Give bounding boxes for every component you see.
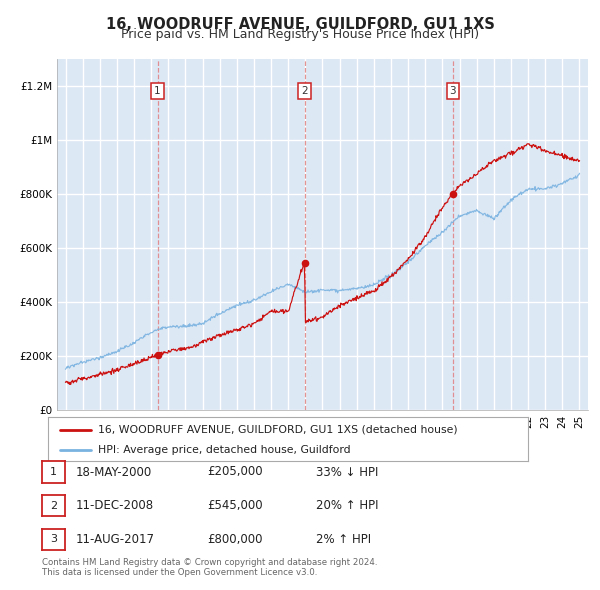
Text: £205,000: £205,000 xyxy=(208,466,263,478)
Text: 16, WOODRUFF AVENUE, GUILDFORD, GU1 1XS (detached house): 16, WOODRUFF AVENUE, GUILDFORD, GU1 1XS … xyxy=(98,425,458,434)
Text: 11-DEC-2008: 11-DEC-2008 xyxy=(76,499,154,512)
Text: 18-MAY-2000: 18-MAY-2000 xyxy=(76,466,152,478)
Text: £545,000: £545,000 xyxy=(208,499,263,512)
Text: 16, WOODRUFF AVENUE, GUILDFORD, GU1 1XS: 16, WOODRUFF AVENUE, GUILDFORD, GU1 1XS xyxy=(106,17,494,31)
Text: Contains HM Land Registry data © Crown copyright and database right 2024.
This d: Contains HM Land Registry data © Crown c… xyxy=(42,558,377,577)
Text: 20% ↑ HPI: 20% ↑ HPI xyxy=(316,499,378,512)
Text: £800,000: £800,000 xyxy=(208,533,263,546)
Text: 2: 2 xyxy=(301,86,308,96)
Text: 3: 3 xyxy=(449,86,456,96)
Text: 2% ↑ HPI: 2% ↑ HPI xyxy=(316,533,371,546)
Text: 1: 1 xyxy=(50,467,57,477)
Text: 33% ↓ HPI: 33% ↓ HPI xyxy=(316,466,378,478)
Text: 2: 2 xyxy=(50,501,57,510)
Text: 3: 3 xyxy=(50,535,57,544)
Text: 11-AUG-2017: 11-AUG-2017 xyxy=(76,533,155,546)
Text: Price paid vs. HM Land Registry's House Price Index (HPI): Price paid vs. HM Land Registry's House … xyxy=(121,28,479,41)
Text: 1: 1 xyxy=(154,86,161,96)
Text: HPI: Average price, detached house, Guildford: HPI: Average price, detached house, Guil… xyxy=(98,445,351,455)
